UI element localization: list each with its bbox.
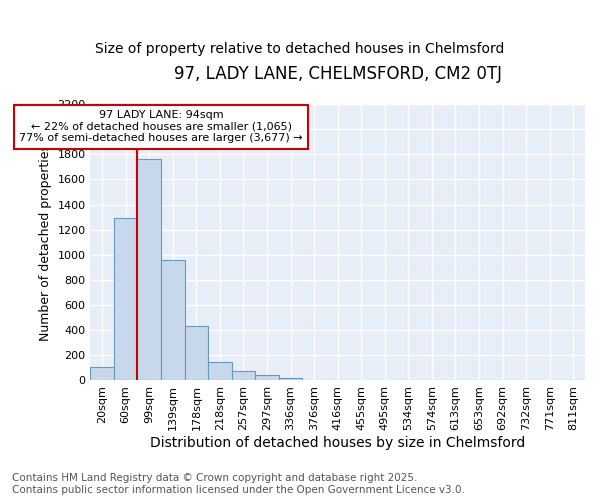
Bar bbox=[232, 371, 255, 380]
Y-axis label: Number of detached properties: Number of detached properties bbox=[39, 144, 52, 340]
Bar bbox=[185, 326, 208, 380]
Text: Size of property relative to detached houses in Chelmsford: Size of property relative to detached ho… bbox=[95, 42, 505, 56]
Bar bbox=[137, 160, 161, 380]
Bar bbox=[91, 366, 114, 380]
Title: 97, LADY LANE, CHELMSFORD, CM2 0TJ: 97, LADY LANE, CHELMSFORD, CM2 0TJ bbox=[173, 65, 502, 83]
Text: 97 LADY LANE: 94sqm
← 22% of detached houses are smaller (1,065)
77% of semi-det: 97 LADY LANE: 94sqm ← 22% of detached ho… bbox=[19, 110, 303, 144]
Bar bbox=[208, 362, 232, 380]
Bar bbox=[255, 375, 279, 380]
Bar bbox=[279, 378, 302, 380]
Bar bbox=[161, 260, 185, 380]
X-axis label: Distribution of detached houses by size in Chelmsford: Distribution of detached houses by size … bbox=[150, 436, 526, 450]
Bar bbox=[114, 218, 137, 380]
Text: Contains HM Land Registry data © Crown copyright and database right 2025.
Contai: Contains HM Land Registry data © Crown c… bbox=[12, 474, 465, 495]
